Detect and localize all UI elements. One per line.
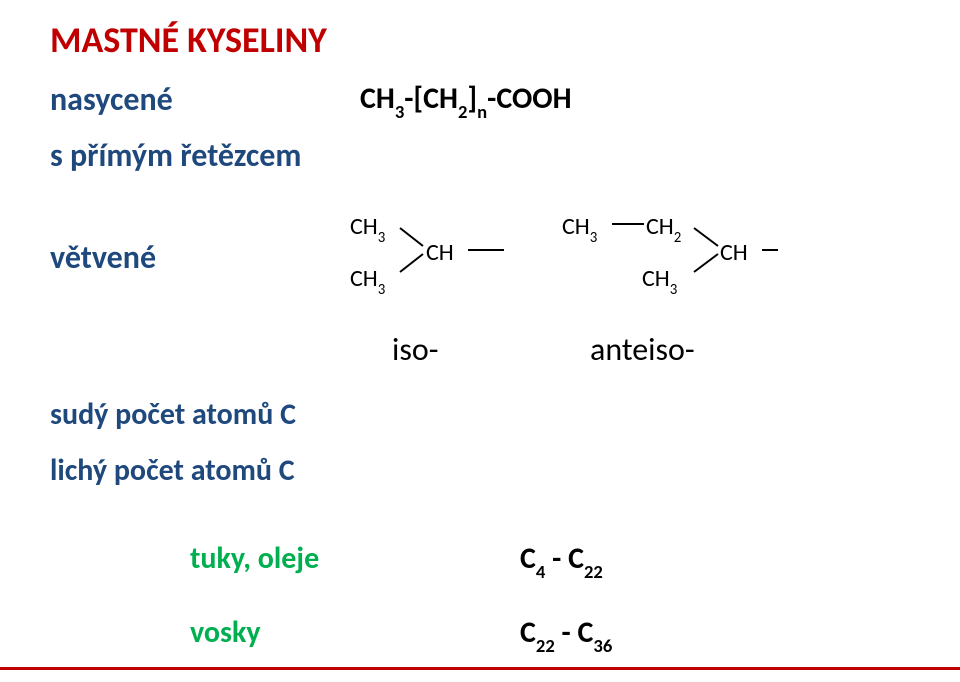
label-anteiso: anteiso- <box>590 330 695 369</box>
range-tuky: C4 - C22 <box>520 540 603 580</box>
chem-anteiso-ch3-left: CH3 <box>562 212 597 244</box>
formula-general: CH3-[CH2]n-COOH <box>360 80 572 120</box>
chem-iso-ch: CH <box>426 238 454 267</box>
label-sudy: sudý počet atomů C <box>50 396 296 433</box>
chem-iso-ch3-bottom: CH3 <box>350 264 385 296</box>
label-retezcem: s přímým řetězcem <box>50 136 301 175</box>
chem-anteiso-ch3-bottom: CH3 <box>642 264 677 296</box>
label-lichy: lichý počet atomů C <box>50 452 295 489</box>
chem-anteiso-ch2: CH2 <box>646 212 681 244</box>
chem-iso-ch3-top: CH3 <box>350 212 385 244</box>
chem-anteiso-ch: CH <box>720 238 748 267</box>
label-vetvene: větvené <box>50 238 156 277</box>
slide-underline <box>0 667 960 670</box>
label-vosky: vosky <box>190 614 261 651</box>
range-vosky: C22 - C36 <box>520 614 612 654</box>
slide-title: MASTNÉ KYSELINY <box>50 18 327 62</box>
label-iso: iso- <box>392 330 439 369</box>
label-nasycene: nasycené <box>50 80 173 119</box>
label-tuky: tuky, oleje <box>190 540 319 577</box>
